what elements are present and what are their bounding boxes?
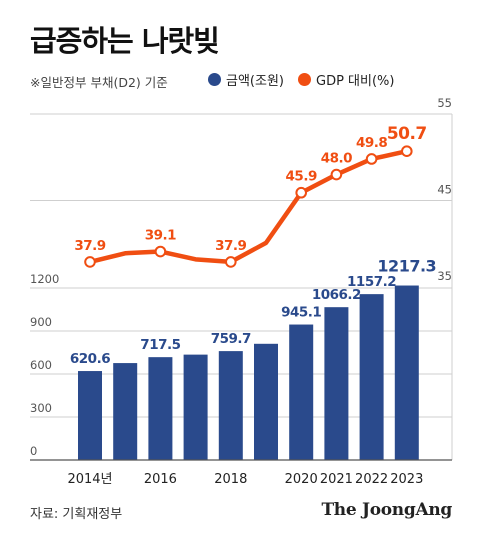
line-point-marker [330, 168, 343, 181]
line-point-marker [84, 256, 96, 268]
line-point-marker [295, 186, 308, 199]
x-axis-tick-label: 2014년 [67, 472, 112, 487]
x-axis-tick-label: 2021 [320, 472, 353, 487]
x-axis-tick-label: 2023 [390, 472, 423, 487]
right-axis-tick-label: 55 [437, 96, 452, 110]
left-axis-tick-label: 600 [30, 358, 52, 372]
bar [218, 351, 243, 460]
legend-amount-marker [208, 73, 221, 86]
right-axis-tick-label: 45 [437, 183, 452, 197]
line-value-label: 49.8 [356, 135, 387, 151]
line-value-label: 39.1 [145, 228, 176, 244]
legend-gdp-label: GDP 대비(%) [316, 74, 395, 89]
legend-amount-label: 금액(조원) [226, 74, 284, 89]
line-point-marker [365, 153, 378, 165]
left-axis-tick-label: 1200 [30, 272, 59, 286]
legend-item-amount: 금액(조원) [208, 70, 284, 89]
brand-logo: The JoongAng [321, 500, 452, 520]
left-axis-tick-label: 300 [30, 401, 52, 415]
x-axis-tick-label: 2016 [144, 472, 177, 487]
bar-value-label: 759.7 [211, 331, 251, 347]
bar [148, 357, 173, 460]
bar [78, 371, 102, 460]
line-value-label: 50.7 [387, 124, 427, 144]
line-value-label: 48.0 [321, 151, 352, 167]
bar [359, 294, 384, 460]
legend-gdp-marker [298, 73, 311, 86]
source-note: 자료: 기획재정부 [30, 507, 123, 522]
chart-title: 급증하는 나랏빚 [30, 24, 220, 58]
left-axis-tick-label: 900 [30, 315, 52, 329]
bar-value-label: 620.6 [70, 351, 110, 367]
bar [254, 343, 278, 460]
line-point-marker [225, 256, 237, 268]
x-axis-tick-label: 2018 [214, 472, 247, 487]
bar-value-label: 1217.3 [377, 257, 436, 276]
basis-note: ※일반정부 부채(D2) 기준 [30, 75, 168, 90]
line-value-label: 45.9 [286, 169, 317, 185]
bar [324, 307, 349, 460]
line-point-marker [154, 245, 167, 258]
left-axis-tick-label: 0 [30, 444, 37, 458]
gdp-ratio-line [89, 148, 408, 265]
bar [113, 363, 138, 460]
bar-value-label: 1157.2 [347, 274, 396, 290]
bar-value-label: 1066.2 [312, 287, 361, 303]
line-value-label: 37.9 [74, 238, 105, 254]
bar [183, 354, 208, 460]
line-value-label: 37.9 [215, 238, 246, 254]
bar-value-label: 717.5 [140, 337, 180, 353]
legend-item-gdp: GDP 대비(%) [298, 70, 394, 89]
bar-value-label: 945.1 [281, 305, 321, 321]
x-axis-tick-label: 2020 [285, 472, 318, 487]
right-axis-tick-label: 35 [437, 269, 452, 283]
bar [289, 324, 314, 460]
line-point-marker [401, 145, 413, 157]
x-axis-tick-label: 2022 [355, 472, 388, 487]
bar [394, 285, 419, 460]
